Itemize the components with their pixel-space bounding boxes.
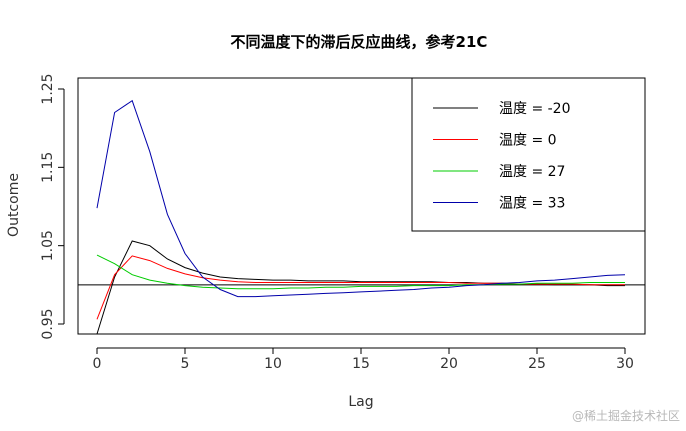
x-tick-label: 20	[440, 356, 458, 372]
legend-box	[411, 77, 646, 232]
x-axis-label: Lag	[348, 394, 373, 410]
series-line-0	[96, 240, 625, 335]
legend-label-2: 温度 = 27	[499, 164, 565, 180]
legend-label-0: 温度 = -20	[499, 101, 571, 117]
legend-label-3: 温度 = 33	[499, 196, 565, 212]
y-tick-label: 1.15	[40, 152, 56, 183]
y-tick-label: 1.05	[40, 230, 56, 261]
series-line-1	[96, 255, 625, 320]
x-tick-label: 5	[181, 356, 190, 372]
y-axis: 0.95 1.05 1.15 1.25	[40, 73, 65, 340]
x-tick-label: 10	[264, 356, 282, 372]
series-lines	[96, 99, 626, 335]
legend-label-1: 温度 = 0	[499, 133, 557, 149]
x-tick-label: 30	[616, 356, 634, 372]
legend: 温度 = -20 温度 = 0 温度 = 27 温度 = 33	[411, 77, 646, 232]
x-tick-label: 0	[93, 356, 102, 372]
x-tick-label: 15	[352, 356, 370, 372]
y-tick-label: 0.95	[40, 308, 56, 339]
watermark-text: @稀土掘金技术社区	[572, 408, 680, 423]
y-tick-label: 1.25	[40, 73, 56, 104]
y-axis-label: Outcome	[6, 173, 22, 237]
x-axis: 0 5 10 15 20 25 30	[93, 347, 634, 372]
x-tick-label: 25	[528, 356, 546, 372]
series-line-2	[96, 254, 625, 290]
series-line-3	[96, 99, 626, 298]
chart-title: 不同温度下的滞后反应曲线，参考21C	[231, 33, 488, 51]
